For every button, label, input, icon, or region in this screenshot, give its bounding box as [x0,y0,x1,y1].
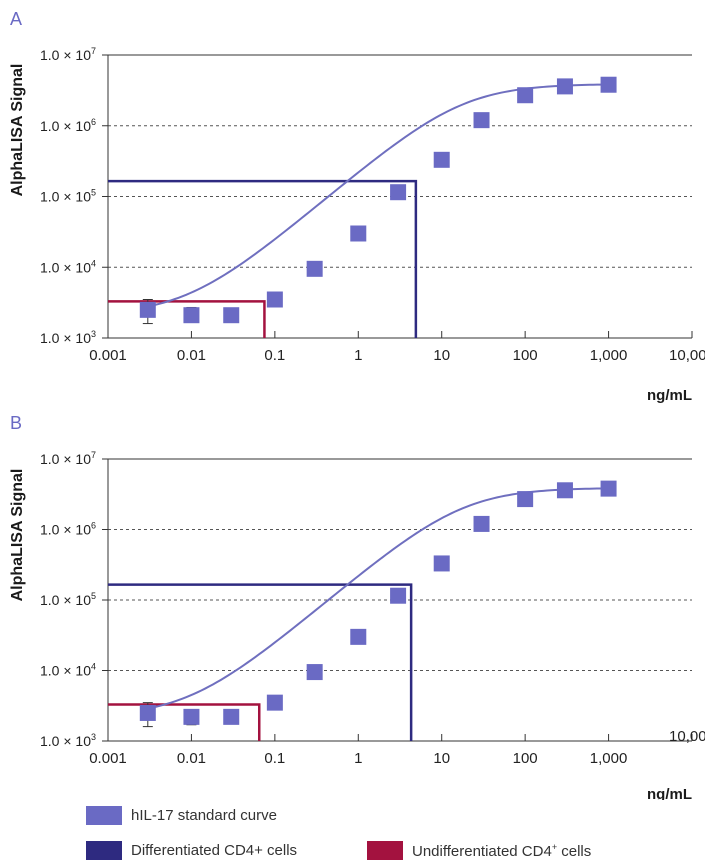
legend-item-standard-curve: hIL-17 standard curve [86,806,277,825]
data-point [433,151,450,168]
chart-svg: A AlphaLISA Signal 1.0 × 103 1.0 × 104 1.0 ×… [9,9,705,803]
x-tick-label: 0.01 [177,347,206,364]
data-point [306,664,323,681]
standard-curve-fit [147,83,609,308]
x-tick-label: 100 [513,347,538,364]
legend-item-undifferentiated: Undifferentiated CD4+ cells [367,841,591,860]
x-tick-label: 100 [513,750,538,767]
undifferentiated-interpolation-line [108,300,266,338]
x-tick-label: 10 [433,750,450,767]
x-axis-title: ng/mL [647,786,692,800]
standard-curve-fit [147,487,609,710]
y-tick-label: 1.0 × 105 [40,591,96,608]
data-point [350,628,367,645]
data-point [183,307,200,324]
y-tick-label: 1.0 × 105 [40,188,96,205]
data-point [517,87,534,104]
data-point [517,491,534,508]
data-point [600,480,617,497]
chart-panel-b: B AlphaLISA Signal 1.0 × 103 1.0 × 104 1.0 ×… [9,413,705,803]
legend-swatch-differentiated [86,841,122,860]
panel-label: B [10,413,22,433]
legend-swatch-standard-curve [86,806,122,825]
data-point [390,184,407,201]
x-tick-label: 0.001 [89,750,127,767]
legend-swatch-undifferentiated [367,841,403,860]
data-point [556,482,573,499]
y-tick-label: 1.0 × 104 [40,662,96,679]
legend: hIL-17 standard curve Differentiated CD4… [86,806,696,862]
x-axis-title: ng/mL [647,387,692,404]
data-point [473,515,490,532]
x-tick-label: 1 [354,750,362,767]
data-point [600,76,617,93]
x-tick-label: 1,000 [590,750,628,767]
legend-item-differentiated: Differentiated CD4+ cells [86,841,297,860]
y-axis-title: AlphaLISA Signal [9,64,26,197]
data-point [306,260,323,277]
x-tick-label: 10 [433,347,450,364]
x-tick-label: 1,000 [590,347,628,364]
data-point [223,708,240,725]
data-point [183,708,200,725]
legend-label-undifferentiated: Undifferentiated CD4+ cells [412,841,592,860]
differentiated-interpolation-line [108,583,413,741]
x-tick-label: 0.01 [177,750,206,767]
data-point [390,587,407,604]
data-point [433,555,450,572]
y-tick-label: 1.0 × 106 [40,117,96,134]
chart-panel-a: A AlphaLISA Signal 1.0 × 103 1.0 × 104 1.0 ×… [9,9,705,404]
y-tick-label: 1.0 × 103 [40,732,96,749]
x-tick-label: 10,000 [669,347,705,364]
data-point [266,291,283,308]
legend-label-standard-curve: hIL-17 standard curve [131,807,277,824]
data-point [556,78,573,95]
undifferentiated-interpolation-line [108,703,261,741]
x-tick-label: 0.1 [264,750,285,767]
x-tick-label: 0.1 [264,347,285,364]
y-tick-label: 1.0 × 106 [40,521,96,538]
y-axis-title: AlphaLISA Signal [9,469,26,602]
panel-label: A [10,9,22,29]
y-tick-label: 1.0 × 104 [40,258,96,275]
x-tick-label: 1 [354,347,362,364]
x-tick-label: 0.001 [89,347,127,364]
data-point [139,301,156,318]
data-point [350,225,367,242]
legend-label-differentiated: Differentiated CD4+ cells [131,842,298,859]
data-point [223,307,240,324]
y-tick-label: 1.0 × 103 [40,329,96,346]
data-point [139,704,156,721]
data-point [473,112,490,129]
y-tick-label: 1.0 × 107 [40,450,96,467]
differentiated-interpolation-line [108,179,418,338]
x-tick-label: 10,000 [669,728,705,745]
data-point [266,694,283,711]
y-tick-label: 1.0 × 107 [40,46,96,63]
